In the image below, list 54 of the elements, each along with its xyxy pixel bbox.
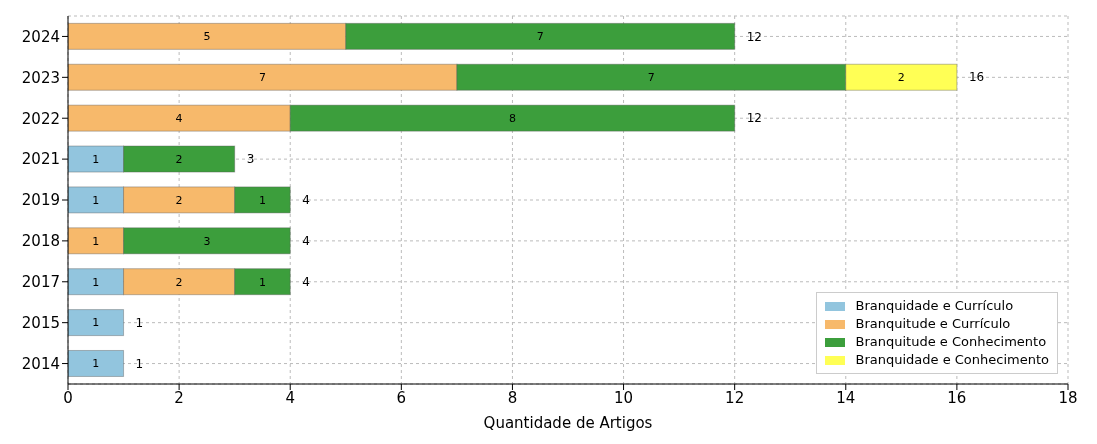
data-label: 8 [508,111,516,125]
data-label: 1 [92,275,100,289]
x-tick-label: 8 [507,388,518,407]
bar [68,309,125,337]
y-tick-label: 2014 [21,354,60,373]
total-label: 1 [135,356,144,371]
x-tick-label: 10 [614,388,634,407]
data-label: 5 [203,30,211,44]
data-label: 2 [175,152,183,166]
x-tick-label: 4 [285,388,295,407]
total-label: 4 [302,274,310,289]
legend-label: Branquidade e Conhecimento [855,351,1049,369]
data-label: 1 [92,234,100,248]
legend-label: Branquitude e Currículo [855,315,1011,333]
data-label: 1 [92,193,100,207]
legend-label: Branquidade e Currículo [855,297,1014,315]
data-label: 1 [258,193,266,207]
x-tick-label: 16 [947,388,967,407]
data-label: 1 [258,275,266,289]
x-tick-label: 14 [836,388,856,407]
data-label: 1 [92,316,100,330]
data-label: 7 [258,71,266,85]
y-tick-label: 2024 [21,27,60,46]
y-tick-label: 2021 [21,150,60,169]
data-label: 2 [897,71,905,85]
x-tick-label: 0 [63,388,73,407]
data-label: 1 [92,357,100,371]
x-axis-title: Quantidade de Artigos [483,414,653,432]
y-tick-label: 2019 [21,191,60,210]
y-tick-label: 2022 [21,109,60,128]
x-tick-label: 6 [396,388,407,407]
total-label: 12 [746,29,762,44]
bar [68,349,125,377]
data-label: 7 [647,71,655,85]
data-label: 1 [92,152,100,166]
y-tick-label: 2015 [21,313,60,332]
legend-label: Branquitude e Conhecimento [855,333,1047,351]
data-label: 4 [175,111,183,125]
x-tick-label: 2 [174,388,184,407]
total-label: 12 [746,111,762,126]
x-tick-label: 18 [1058,388,1078,407]
total-label: 3 [246,152,255,167]
y-tick-label: 2017 [21,273,60,292]
total-label: 16 [968,70,985,85]
data-label: 7 [536,30,544,44]
total-label: 4 [302,193,310,208]
y-tick-label: 2023 [21,68,60,87]
data-label: 2 [175,275,183,289]
data-label: 2 [175,193,183,207]
total-label: 1 [135,315,144,330]
total-label: 4 [302,234,310,248]
data-label: 3 [203,234,211,248]
x-tick-label: 12 [725,388,745,407]
y-tick-label: 2018 [21,232,60,251]
